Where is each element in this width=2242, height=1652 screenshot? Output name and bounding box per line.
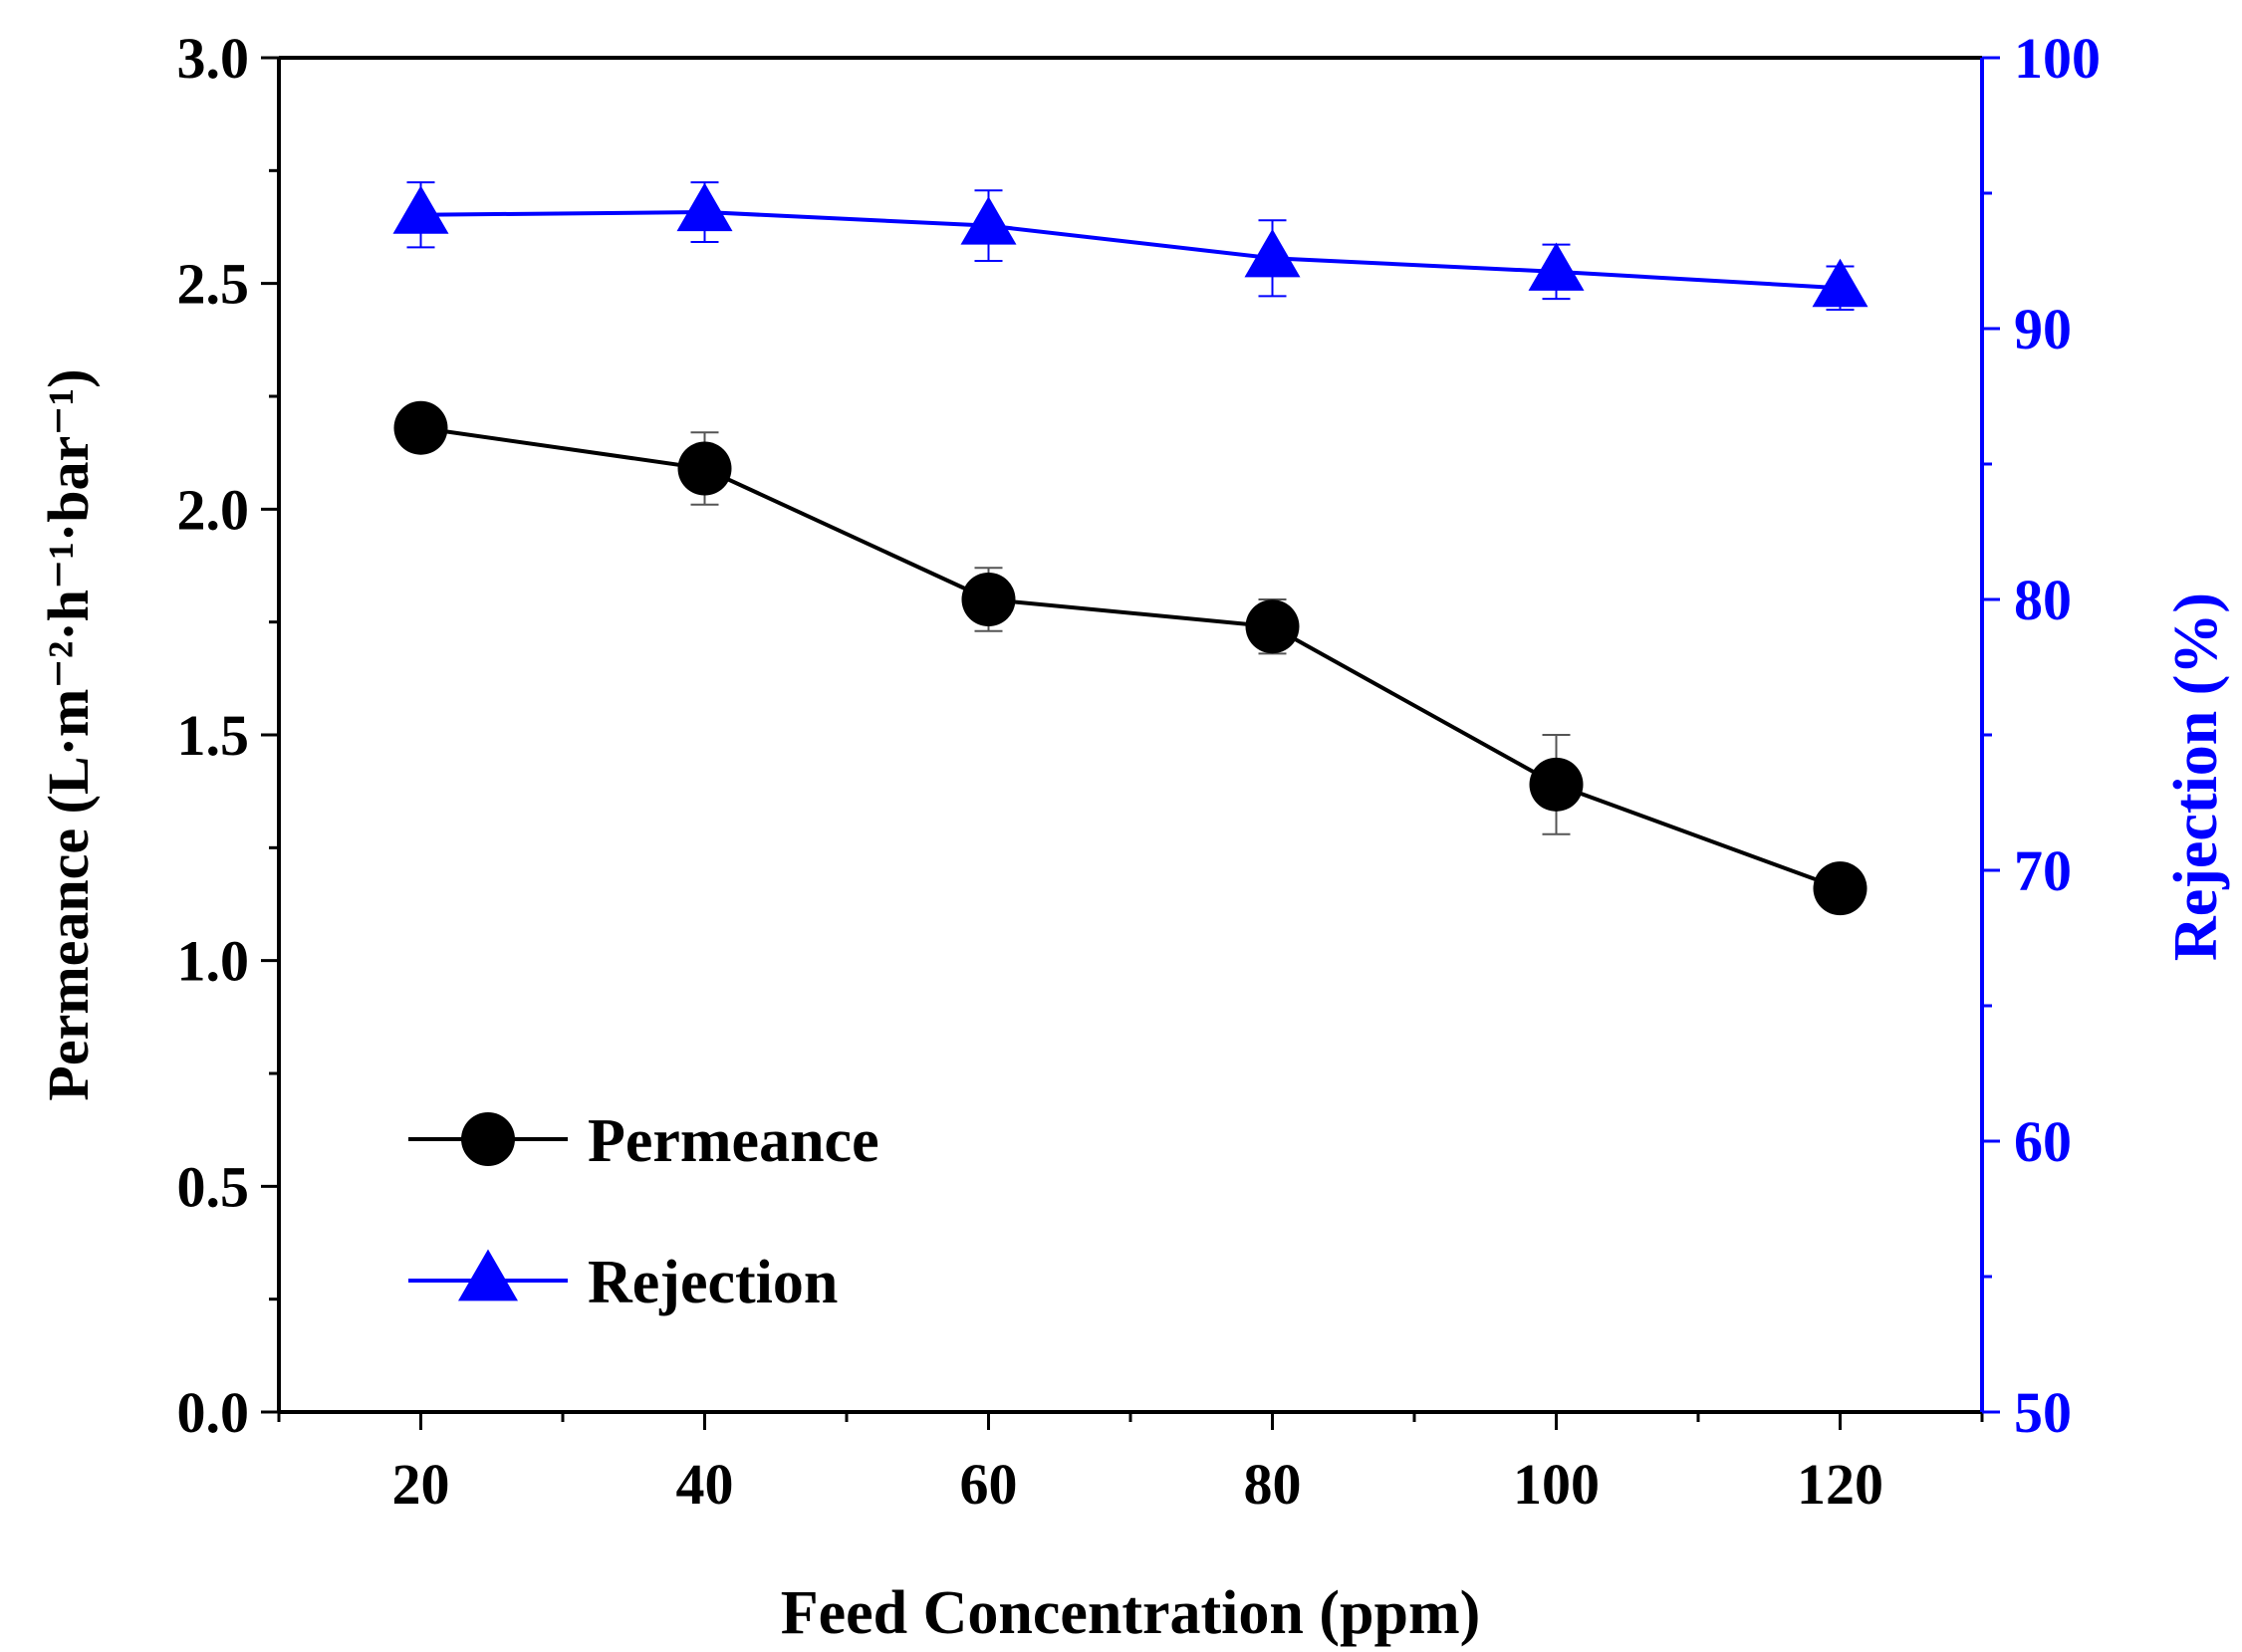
data-point-rejection [676,182,733,232]
left-y-axis-label: Permeance (L·m⁻²·h⁻¹·bar⁻¹) [36,368,101,1100]
left-y-axis-ticks: 0.0 0.5 1.0 1.5 2.0 2.5 3.0 [177,26,279,1445]
data-point-permeance [1245,599,1300,654]
left-y-tick-label: 2.5 [177,252,250,317]
right-y-tick-label: 80 [2014,568,2072,632]
x-tick-label: 80 [1244,1452,1302,1517]
data-point-rejection [960,196,1017,245]
legend-label-rejection: Rejection [588,1249,838,1316]
right-y-tick-label: 70 [2014,838,2072,903]
legend-marker-rejection [458,1249,518,1301]
legend-label-permeance: Permeance [588,1107,879,1175]
data-point-rejection [1812,258,1868,308]
left-y-tick-label: 1.5 [177,703,250,768]
x-tick-label: 100 [1513,1452,1600,1517]
right-y-tick-label: 60 [2014,1109,2072,1174]
left-y-tick-label: 3.0 [177,26,250,91]
right-y-tick-label: 90 [2014,297,2072,361]
right-y-axis-label: Rejection (%) [2162,592,2230,961]
right-y-tick-label: 50 [2014,1380,2072,1445]
plot-frame [277,56,1984,1414]
data-point-rejection [1528,242,1585,291]
x-tick-label: 40 [676,1452,734,1517]
right-y-tick-label: 100 [2014,26,2101,91]
data-point-permeance [961,573,1016,626]
left-y-tick-label: 0.5 [177,1154,250,1219]
series-layer [392,181,1868,916]
data-point-permeance [1813,861,1868,916]
left-y-tick-label: 0.0 [177,1380,250,1445]
x-axis-label: Feed Concentration (ppm) [781,1579,1481,1647]
data-point-rejection [1244,228,1301,278]
left-y-tick-label: 2.0 [177,477,250,542]
left-y-tick-label: 1.0 [177,929,250,994]
right-y-axis-ticks: 50 60 70 80 90 100 [1982,26,2101,1445]
x-tick-label: 20 [392,1452,450,1517]
series-line-rejection [420,210,1841,291]
x-axis-ticks: 20 40 60 80 100 120 [277,1412,1984,1517]
data-point-permeance [1529,757,1584,812]
x-tick-label: 120 [1797,1452,1883,1517]
legend-marker-permeance [461,1112,515,1166]
legend: Permeance Rejection [408,1107,879,1316]
x-tick-label: 60 [960,1452,1018,1517]
data-point-permeance [393,400,448,455]
data-point-rejection [392,185,449,234]
data-point-permeance [677,441,732,496]
series-line-permeance [420,425,1842,891]
